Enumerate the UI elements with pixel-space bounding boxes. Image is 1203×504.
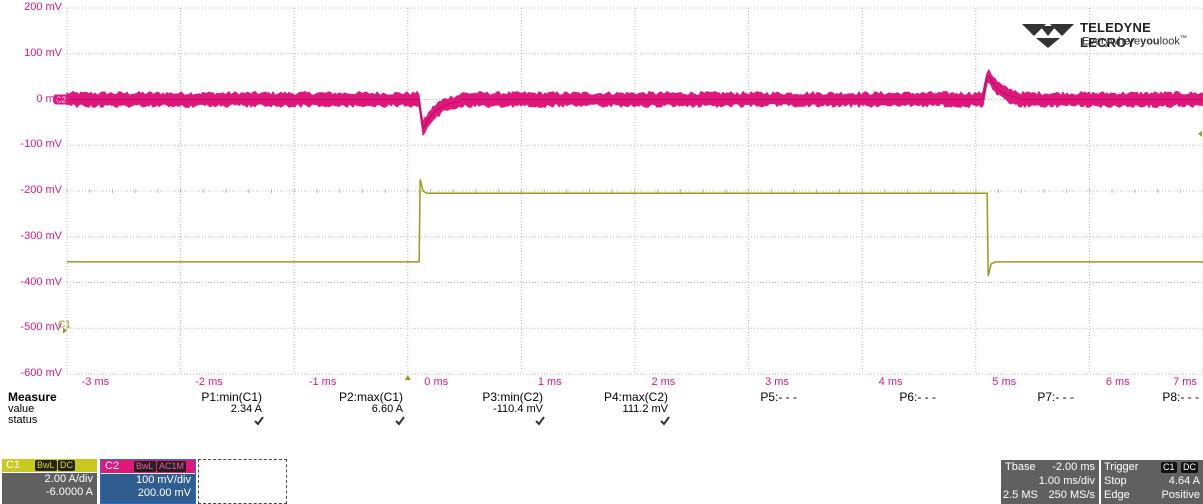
trigger-type: Edge <box>1104 489 1130 501</box>
param-value: 6.60 A <box>371 403 403 415</box>
param-name[interactable]: P3:min(C2) <box>482 390 543 404</box>
timebase-delay: -2.00 ms <box>1052 461 1095 473</box>
param-name[interactable]: P6:- - - <box>899 390 936 404</box>
timebase-descriptor[interactable]: Tbase -2.00 ms 1.00 ms/div 2.5 MS 250 MS… <box>1001 460 1099 504</box>
c1-badge-dc: DC <box>58 460 75 471</box>
status-check-icon <box>660 416 670 426</box>
empty-channel-slot[interactable] <box>198 459 287 504</box>
y-tick-label: -200 mV <box>20 184 62 196</box>
timebase-rate: 250 MS/s <box>1048 489 1095 501</box>
trigger-level: 4.64 A <box>1168 475 1200 487</box>
param-value: 2.34 A <box>230 403 262 415</box>
param-name[interactable]: P4:max(C2) <box>603 390 668 404</box>
y-tick-label: -500 mV <box>20 321 62 334</box>
y-tick-label: 200 mV <box>24 1 62 13</box>
x-tick-label: 2 ms <box>651 376 676 388</box>
logo-brand: TELEDYNE LECROY <box>1080 20 1151 50</box>
trigger-slope: Positive <box>1161 489 1200 501</box>
param-name[interactable]: P2:max(C1) <box>338 390 403 404</box>
c1-offset: -6.0000 A <box>45 486 93 498</box>
y-tick-label: -400 mV <box>20 275 62 288</box>
status-check-icon <box>395 416 405 426</box>
param-value: 111.2 mV <box>622 403 668 415</box>
y-tick-label: 100 mV <box>24 46 62 59</box>
trigger-badge-dc: DC <box>1181 462 1198 473</box>
trigger-mode: Stop <box>1104 475 1127 487</box>
x-tick-label: 3 ms <box>765 376 789 388</box>
c1-body: 2.00 A/div -6.0000 A <box>2 473 97 504</box>
x-tick-label: 0 ms <box>424 376 449 388</box>
x-tick-label: -3 ms <box>81 376 110 388</box>
row-label-status: status <box>8 414 38 426</box>
measure-table: Measure value status P1:min(C1) 2.34 A P2:… <box>0 390 1203 452</box>
c2-trace-core <box>67 74 1203 130</box>
x-tick-label: 4 ms <box>878 376 903 388</box>
measure-title: Measure <box>8 390 57 404</box>
c1-header: C1 BwL DC <box>2 459 97 472</box>
timebase-scale: 1.00 ms/div <box>1038 475 1095 487</box>
c1-badge-bwl: BwL <box>35 460 57 471</box>
param-name[interactable]: P1:min(C1) <box>201 390 262 404</box>
x-tick-label: 1 ms <box>537 376 562 388</box>
timebase-label: Tbase <box>1005 461 1036 473</box>
trigger-level-marker[interactable] <box>1198 130 1202 137</box>
c2-ground-marker[interactable] <box>54 94 70 105</box>
param-name[interactable]: P7:- - - <box>1037 390 1074 404</box>
waveform-grid: C2 C1 <box>54 7 1203 380</box>
channel-c2-descriptor[interactable]: C2 BwL AC1M 100 mV/div 200.00 mV <box>100 459 196 504</box>
logo-tagline: Everywhereyoulook™ <box>1082 35 1187 48</box>
c2-marker-label: C2 <box>56 96 67 105</box>
timebase-samples: 2.5 MS <box>1003 489 1038 501</box>
trigger-time-marker[interactable] <box>404 375 411 380</box>
scope-display[interactable]: C2 C1 200 mV 100 mV 0 mV -100 mV -200 mV -300 … <box>0 0 1203 390</box>
c2-name: C2 <box>105 460 120 472</box>
status-check-icon <box>254 416 264 426</box>
y-tick-label: -300 mV <box>20 229 62 242</box>
x-tick-label: 5 ms <box>992 376 1017 388</box>
trigger-descriptor[interactable]: Trigger C1 DC Stop 4.64 A Edge Positive <box>1101 460 1203 504</box>
trigger-label: Trigger <box>1104 461 1139 473</box>
x-tick-label: 6 ms <box>1105 376 1130 388</box>
param-name[interactable]: P8:- - - <box>1162 390 1199 404</box>
c2-scale: 100 mV/div <box>135 474 191 486</box>
c1-trace <box>67 179 1203 277</box>
c2-offset: 200.00 mV <box>137 487 191 499</box>
c2-trace <box>66 68 1203 137</box>
c2-body: 100 mV/div 200.00 mV <box>101 474 195 503</box>
y-tick-label: -100 mV <box>20 138 62 151</box>
teledyne-lecroy-logo: TELEDYNE LECROY Everywhereyoulook™ <box>1022 20 1198 50</box>
lecroy-logo-icon <box>1022 24 1074 48</box>
x-tick-label: -1 ms <box>308 376 337 388</box>
y-tick-label: -600 mV <box>20 367 62 379</box>
c1-marker-label: C1 <box>58 320 71 331</box>
status-check-icon <box>535 416 545 426</box>
channel-c1-descriptor[interactable]: C1 BwL DC 2.00 A/div -6.0000 A <box>2 459 97 504</box>
x-tick-label: 7 ms <box>1173 376 1197 388</box>
y-tick-label: 0 mV <box>36 92 62 105</box>
x-tick-label: -2 ms <box>195 376 223 388</box>
c2-badge-ac1m: AC1M <box>157 461 187 472</box>
row-label-value: value <box>8 403 35 415</box>
trigger-badge-c1: C1 <box>1161 462 1177 473</box>
param-value: -110.4 mV <box>493 403 543 415</box>
c1-name: C1 <box>6 459 21 471</box>
c1-scale: 2.00 A/div <box>44 473 93 485</box>
c2-badge-bwl: BwL <box>134 461 156 472</box>
c2-header: C2 BwL AC1M <box>101 460 195 473</box>
c1-ground-marker[interactable] <box>63 327 67 334</box>
param-name[interactable]: P5:- - - <box>760 390 797 404</box>
